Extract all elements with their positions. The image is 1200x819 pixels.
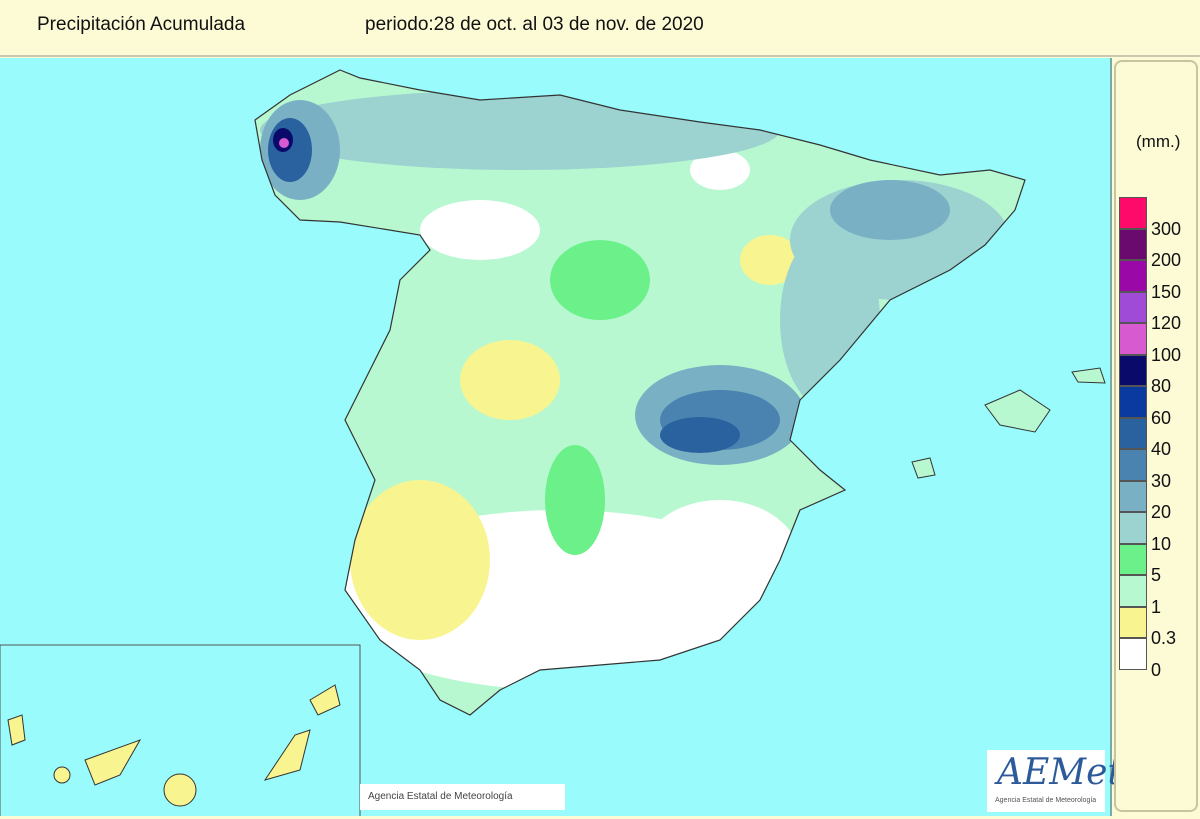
legend-swatch [1119, 449, 1147, 481]
legend-label: 40 [1151, 439, 1172, 459]
map-title: Precipitación Acumulada [37, 14, 246, 35]
legend-swatch [1119, 354, 1147, 386]
legend-swatch [1119, 197, 1147, 229]
legend-unit: (mm.) [1136, 132, 1181, 151]
legend-label: 60 [1151, 407, 1172, 428]
legend-label: 100 [1151, 344, 1182, 365]
balearic-islands [911, 367, 1106, 479]
canary-inset [0, 644, 361, 816]
legend-swatch [1119, 638, 1147, 670]
spain-mainland [255, 70, 1025, 715]
legend-label: 0 [1151, 659, 1162, 680]
legend-swatch [1119, 606, 1147, 638]
legend-label: 150 [1151, 281, 1182, 302]
legend-swatch [1119, 323, 1147, 355]
legend-swatch [1119, 543, 1147, 575]
map-svg [0, 69, 1106, 816]
legend-swatch [1119, 575, 1147, 607]
legend-label: 1 [1151, 596, 1162, 617]
legend-swatch [1119, 417, 1147, 449]
legend-label: 5 [1151, 565, 1162, 585]
logo-text: AEMet [997, 752, 1122, 793]
canary-islands [7, 684, 341, 807]
legend-swatch [1119, 291, 1147, 323]
legend-label: 120 [1151, 313, 1182, 333]
period-label: periodo:28 de oct. al 03 de nov. de 2020 [365, 14, 704, 35]
legend-swatch [1119, 260, 1147, 292]
header: Precipitación Acumulada periodo:28 de oc… [0, 0, 1200, 57]
legend-swatch [1119, 512, 1147, 544]
legend-swatch [1119, 228, 1147, 260]
legend-label: 80 [1151, 376, 1172, 396]
aemet-logo: AEMet Agencia Estatal de Meteorología [987, 750, 1122, 812]
legend-label: 200 [1151, 250, 1182, 270]
legend-label: 20 [1151, 502, 1172, 522]
legend-panel: (mm.) 300 200 150 120 100 80 60 40 30 20 10 5 1 0.3 0 [1114, 60, 1198, 812]
map-credit: Agencia Estatal de Meteorología [360, 784, 565, 810]
logo-subtitle: Agencia Estatal de Meteorología [995, 797, 1097, 804]
legend-label: 10 [1151, 533, 1172, 554]
legend-label: 300 [1151, 218, 1182, 239]
legend-swatch [1119, 386, 1147, 418]
legend-label: 0.3 [1151, 628, 1177, 648]
legend-label: 30 [1151, 470, 1172, 491]
precipitation-map [0, 58, 1112, 816]
legend-swatch [1119, 480, 1147, 512]
